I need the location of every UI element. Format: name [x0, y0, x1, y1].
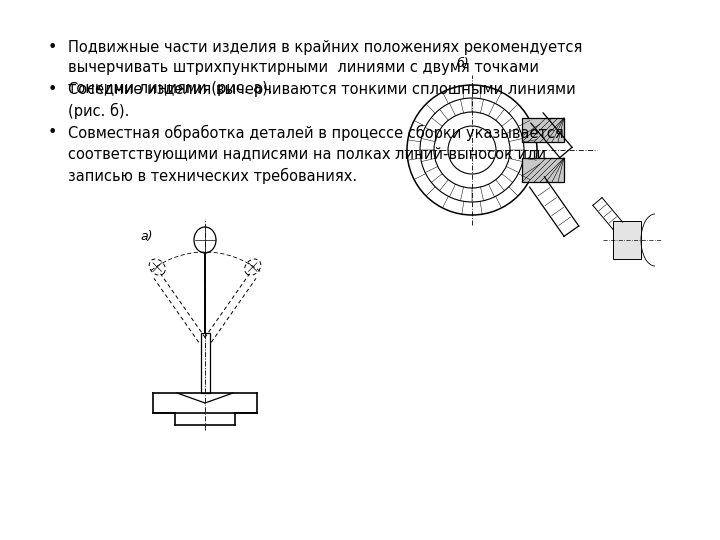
Ellipse shape	[149, 259, 166, 275]
Text: Соседние изделия вычерчиваются тонкими сплошными линиями
(рис. б).: Соседние изделия вычерчиваются тонкими с…	[68, 82, 576, 119]
Text: Совместная обработка деталей в процессе сборки указывается
соответствующими надп: Совместная обработка деталей в процессе …	[68, 125, 564, 184]
Text: •: •	[48, 82, 58, 97]
Text: •: •	[48, 40, 58, 55]
Ellipse shape	[245, 259, 261, 275]
Bar	[522, 158, 564, 182]
Text: а): а)	[140, 230, 153, 243]
Text: Подвижные части изделия в крайних положениях рекомендуется
вычерчивать штрихпунк: Подвижные части изделия в крайних положе…	[68, 40, 582, 96]
Text: •: •	[48, 125, 58, 140]
Text: б): б)	[457, 57, 469, 70]
Bar	[200, 333, 210, 393]
Bar	[522, 118, 564, 142]
Ellipse shape	[194, 227, 216, 253]
Bar	[613, 221, 641, 259]
